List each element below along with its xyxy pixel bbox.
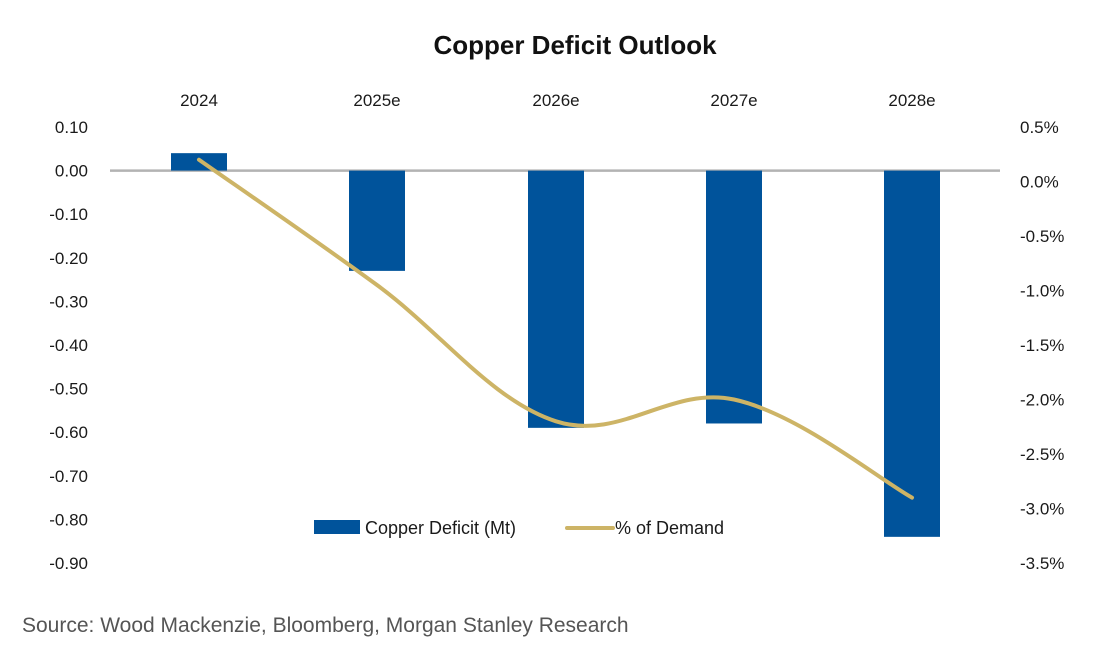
left-tick-label: -0.40 bbox=[49, 336, 88, 355]
source-note: Source: Wood Mackenzie, Bloomberg, Morga… bbox=[22, 614, 629, 637]
left-tick-label: -0.20 bbox=[49, 249, 88, 268]
right-tick-label: -2.5% bbox=[1020, 445, 1064, 464]
right-tick-label: -1.0% bbox=[1020, 282, 1064, 301]
left-tick-label: -0.10 bbox=[49, 205, 88, 224]
left-tick-label: -0.80 bbox=[49, 510, 88, 529]
left-tick-label: 0.00 bbox=[55, 162, 88, 181]
right-tick-label: 0.5% bbox=[1020, 118, 1059, 137]
legend-label-deficit: Copper Deficit (Mt) bbox=[365, 518, 516, 538]
right-tick-label: 0.0% bbox=[1020, 173, 1059, 192]
category-label: 2028e bbox=[888, 91, 935, 110]
category-label: 2024 bbox=[180, 91, 218, 110]
bar-2026e bbox=[528, 170, 584, 428]
category-label: 2025e bbox=[353, 91, 400, 110]
left-tick-label: -0.60 bbox=[49, 423, 88, 442]
right-tick-label: -1.5% bbox=[1020, 336, 1064, 355]
chart-title: Copper Deficit Outlook bbox=[433, 30, 717, 60]
right-axis: 0.5% 0.0% -0.5% -1.0% -1.5% -2.0% -2.5% -3.0% -3… bbox=[1020, 118, 1064, 573]
legend-swatch-deficit bbox=[314, 520, 360, 534]
right-tick-label: -0.5% bbox=[1020, 227, 1064, 246]
demand-line bbox=[197, 157, 914, 500]
left-tick-label: -0.70 bbox=[49, 467, 88, 486]
left-tick-label: -0.30 bbox=[49, 292, 88, 311]
legend-label-demand: % of Demand bbox=[615, 518, 724, 538]
category-label: 2027e bbox=[710, 91, 757, 110]
left-axis: 0.10 0.00 -0.10 -0.20 -0.30 -0.40 -0.50 -0.60 -0… bbox=[49, 118, 88, 573]
right-tick-label: -3.5% bbox=[1020, 554, 1064, 573]
bar-2028e bbox=[884, 170, 940, 537]
bar-2027e bbox=[706, 170, 762, 424]
right-tick-label: -3.0% bbox=[1020, 500, 1064, 519]
bar-2025e bbox=[349, 170, 405, 271]
left-tick-label: 0.10 bbox=[55, 118, 88, 137]
right-tick-label: -2.0% bbox=[1020, 391, 1064, 410]
legend: Copper Deficit (Mt) % of Demand bbox=[314, 518, 724, 538]
left-tick-label: -0.90 bbox=[49, 554, 88, 573]
chart: Copper Deficit Outlook 0.10 0.00 -0.10 -0.2… bbox=[49, 30, 1064, 573]
left-tick-label: -0.50 bbox=[49, 380, 88, 399]
category-axis: 2024 2025e 2026e 2027e 2028e bbox=[180, 91, 936, 110]
bar-series bbox=[171, 153, 940, 537]
category-label: 2026e bbox=[532, 91, 579, 110]
